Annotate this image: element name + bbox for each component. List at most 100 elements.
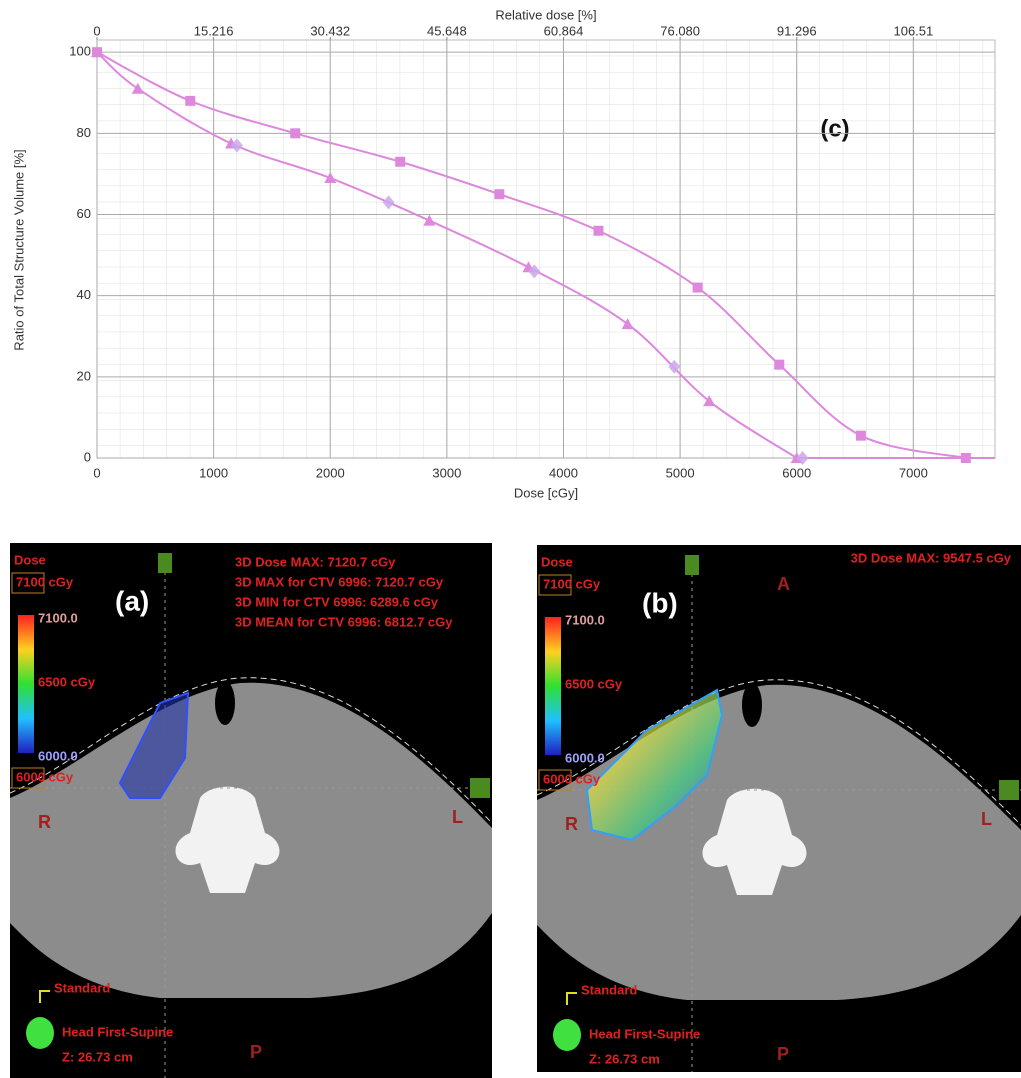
marker	[290, 128, 301, 139]
line	[96, 51, 995, 459]
x2-tick-label: 76.080	[660, 23, 700, 38]
x2-tick-label: 45.648	[427, 23, 467, 38]
marker	[185, 95, 196, 106]
x-tick-label: 5000	[666, 465, 695, 480]
marker	[668, 359, 681, 374]
dose-box	[538, 574, 572, 596]
x2-tick-label: 60.864	[544, 23, 584, 38]
marker	[774, 359, 785, 370]
dose-min: 6000 cGy	[16, 769, 74, 784]
dose-stat: 3D Dose MAX: 9547.5 cGy	[851, 550, 1012, 565]
x-tick-label: 1000	[199, 465, 228, 480]
y-tick-label: 40	[77, 287, 91, 302]
scale-mid: 6500 cGy	[565, 676, 623, 691]
x-axis-label: Dose [cGy]	[514, 485, 578, 500]
orientation-left: L	[981, 809, 992, 829]
dose-contour	[585, 688, 724, 842]
dose-title: Dose	[14, 552, 46, 567]
marker-handle	[999, 780, 1019, 800]
scale-top: 7100.0	[38, 610, 78, 625]
marker	[692, 282, 703, 293]
line	[96, 51, 995, 459]
dose-stat: 3D Dose MAX: 7120.7 cGy	[235, 554, 396, 569]
dose-stat: 3D MEAN for CTV 6996: 6812.7 cGy	[235, 614, 453, 629]
view-mode: Standard	[581, 982, 637, 997]
patient-icon	[26, 1017, 54, 1049]
dose-box	[538, 769, 572, 791]
marker	[528, 264, 541, 279]
orientation-anterior: A	[777, 574, 790, 594]
view-icon	[39, 990, 50, 1003]
orientation-posterior: P	[250, 1042, 262, 1062]
colorbar	[18, 615, 34, 753]
y-axis-label: Ratio of Total Structure Volume [%]	[11, 149, 26, 350]
marker	[91, 46, 103, 58]
x2-tick-label: 106.51	[893, 23, 933, 38]
x-tick-label: 2000	[316, 465, 345, 480]
marker	[796, 451, 809, 465]
dose-box	[11, 767, 45, 789]
orientation-right: R	[565, 814, 578, 834]
patient-position: Head First-Supine	[62, 1024, 173, 1039]
marker	[703, 395, 716, 407]
dose-box	[11, 572, 45, 594]
view-mode: Standard	[54, 980, 110, 995]
x-tick-label: 0	[93, 465, 100, 480]
orientation-left: L	[452, 807, 463, 827]
x2-tick-label: 15.216	[194, 23, 234, 38]
dose-stat: 3D MAX for CTV 6996: 7120.7 cGy	[235, 574, 444, 589]
scale-bottom: 6000.0	[38, 748, 78, 763]
dose-contour	[118, 691, 190, 799]
scale-bottom: 6000.0	[565, 750, 605, 765]
trachea	[742, 683, 762, 727]
dose-max: 7100 cGy	[16, 574, 74, 589]
y-tick-label: 20	[77, 368, 91, 383]
y-tick-label: 60	[77, 206, 91, 221]
colorbar	[545, 617, 561, 755]
marker	[131, 82, 144, 94]
marker	[621, 318, 634, 330]
panel-label: (c)	[820, 115, 849, 142]
marker	[395, 156, 406, 167]
x-tick-label: 4000	[549, 465, 578, 480]
x2-tick-label: 91.296	[777, 23, 817, 38]
panel-label: (a)	[115, 585, 149, 616]
marker	[382, 195, 395, 210]
marker-handle	[470, 778, 490, 798]
x2-tick-label: 30.432	[310, 23, 350, 38]
body-outline	[536, 679, 1021, 826]
trachea	[215, 681, 235, 725]
x-tick-label: 7000	[899, 465, 928, 480]
marker-handle	[685, 555, 699, 575]
y-tick-label: 0	[84, 449, 91, 464]
patient-position: Head First-Supine	[589, 1026, 700, 1041]
ct-panel: Dose 7100 cGy 7100.0 6500 cGy 6000.0 6000 cGy…	[536, 545, 1021, 1072]
x-tick-label: 3000	[432, 465, 461, 480]
dose-max: 7100 cGy	[543, 576, 601, 591]
spine	[702, 788, 807, 895]
marker	[494, 189, 505, 200]
marker	[855, 430, 866, 441]
marker-handle	[158, 553, 172, 573]
marker	[324, 171, 337, 183]
dose-stat: 3D MIN for CTV 6996: 6289.6 cGy	[235, 594, 439, 609]
marker	[593, 225, 604, 236]
plot-area	[96, 39, 996, 459]
patient-icon	[553, 1019, 581, 1051]
orientation-right: R	[38, 812, 51, 832]
dose-min: 6000 cGy	[543, 771, 601, 786]
dose-title: Dose	[541, 554, 573, 569]
body-outline	[9, 677, 493, 824]
scale-mid: 6500 cGy	[38, 674, 96, 689]
z-position: Z: 26.73 cm	[589, 1051, 660, 1066]
panel-label: (b)	[642, 587, 678, 618]
spine	[175, 786, 280, 893]
view-icon	[566, 992, 577, 1005]
ct-panel: Dose 7100 cGy 7100.0 6500 cGy 6000.0 6000 cGy…	[9, 543, 493, 1078]
orientation-posterior: P	[777, 1044, 789, 1064]
y-tick-label: 80	[77, 125, 91, 140]
y-tick-label: 100	[69, 44, 91, 59]
x-tick-label: 6000	[782, 465, 811, 480]
x2-tick-label: 0	[93, 23, 100, 38]
